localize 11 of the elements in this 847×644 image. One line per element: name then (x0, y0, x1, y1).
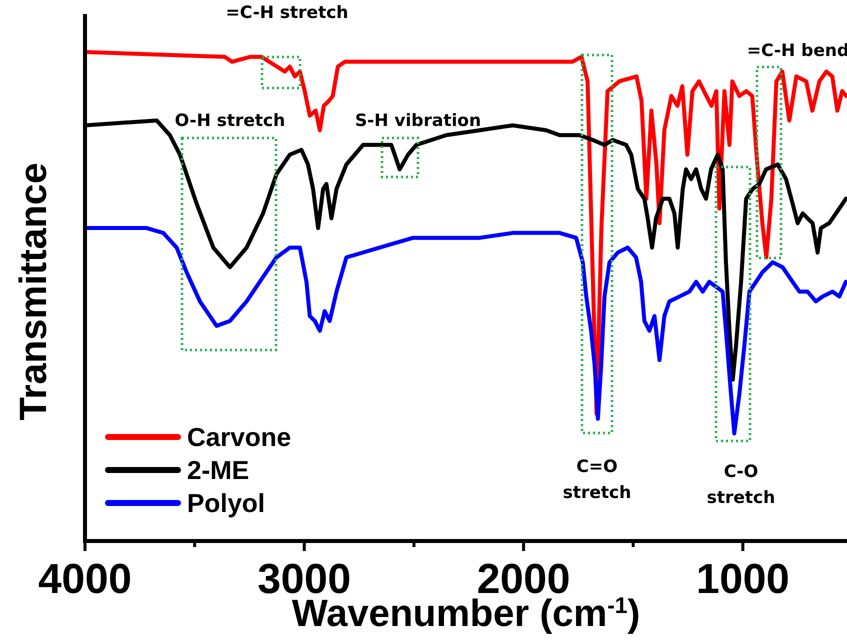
x-tick-label: 1000 (696, 555, 790, 602)
y-axis-title: Transmittance (13, 162, 55, 420)
annotation: C=O stretch (562, 457, 632, 503)
x-tick-label: 4000 (38, 555, 132, 602)
legend-label: Polyol (187, 488, 266, 518)
text: =C-H stretch (226, 3, 348, 23)
annotation: S-H vibration (354, 111, 482, 131)
legend-label: Carvone (187, 422, 292, 452)
legend-label: 2-ME (187, 455, 250, 485)
annotation: O-H stretch (174, 111, 286, 131)
annotation: C-O stretch (706, 462, 776, 508)
